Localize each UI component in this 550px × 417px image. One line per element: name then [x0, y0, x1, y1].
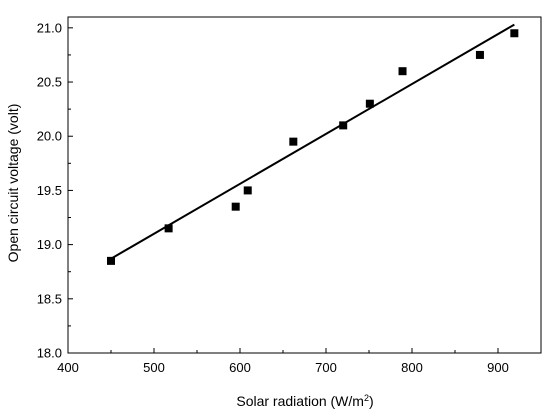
- series-layer: [107, 23, 519, 265]
- x-tick-label: 700: [315, 360, 337, 375]
- x-tick-label: 400: [57, 360, 79, 375]
- data-point: [164, 224, 173, 233]
- x-tick-label: 900: [487, 360, 509, 375]
- data-point: [339, 121, 348, 130]
- y-tick-label: 19.5: [37, 183, 62, 198]
- data-point: [510, 29, 519, 38]
- x-tick-labels: 400 500 600 700 800 900: [57, 360, 509, 375]
- x-tick-label: 500: [143, 360, 165, 375]
- fit-line: [110, 23, 515, 260]
- y-tick-label: 20.0: [37, 129, 62, 144]
- data-point: [365, 99, 374, 108]
- data-point: [475, 50, 484, 59]
- data-point: [398, 67, 407, 76]
- x-tick-label: 600: [229, 360, 251, 375]
- y-tick-label: 20.5: [37, 75, 62, 90]
- y-tick-label: 19.0: [37, 237, 62, 252]
- data-point: [107, 256, 115, 265]
- x-tick-label: 800: [401, 360, 423, 375]
- x-axis-label: Solar radiation (W/m2): [236, 393, 373, 409]
- data-point: [231, 202, 240, 211]
- axis-ticks: [67, 27, 499, 354]
- y-axis-label: Open circuit voltage (volt): [5, 104, 21, 263]
- plot-frame: [67, 16, 542, 354]
- y-tick-label: 18.5: [37, 291, 62, 306]
- y-tick-label: 18.0: [37, 346, 62, 361]
- data-point: [289, 137, 298, 146]
- y-tick-label: 21.0: [37, 20, 62, 35]
- data-point: [243, 186, 252, 195]
- y-tick-labels: 18.0 18.5 19.0 19.5 20.0 20.5 21.0: [37, 20, 62, 360]
